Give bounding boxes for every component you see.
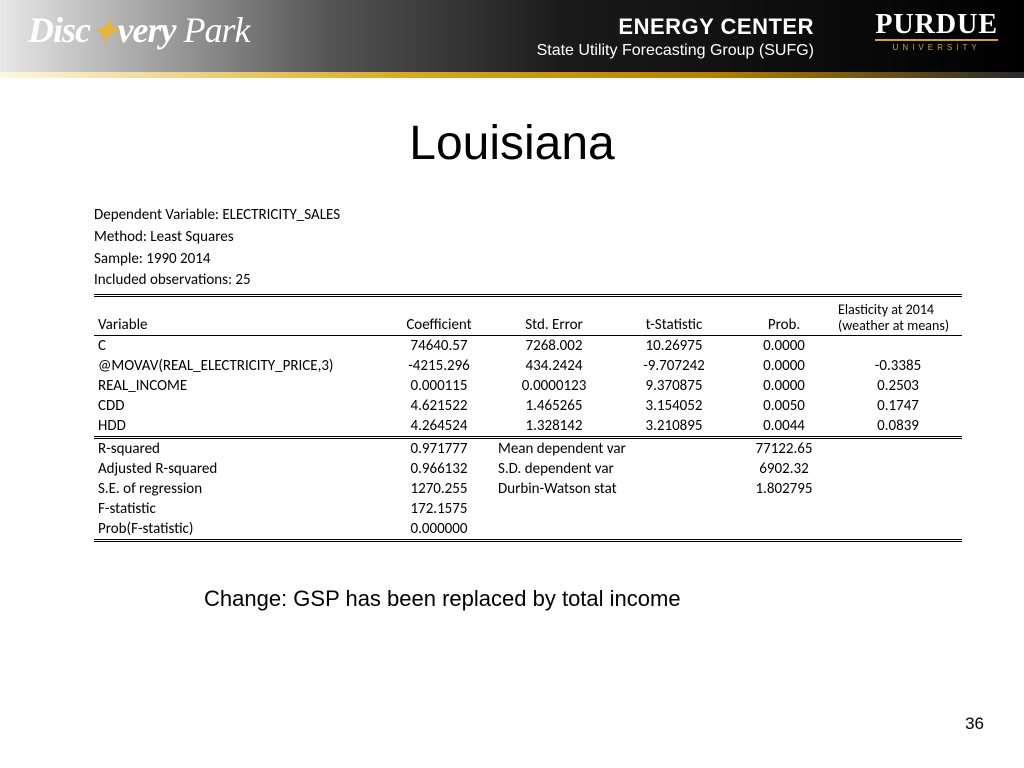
stat-label-right: Durbin-Watson stat [494, 479, 734, 499]
stat-label-right [494, 519, 734, 541]
stat-value-right [734, 499, 834, 519]
regression-meta: Dependent Variable: ELECTRICITY_SALES Me… [94, 205, 962, 297]
logo-text-park: Park [175, 10, 249, 50]
stat-label-left: S.E. of regression [94, 479, 384, 499]
cell-coef: 74640.57 [384, 336, 494, 357]
cell-coef: 4.264524 [384, 416, 494, 438]
energy-center-title: ENERGY CENTER [537, 14, 814, 40]
cell-se: 1.328142 [494, 416, 614, 438]
table-row: Adjusted R-squared0.966132S.D. dependent… [94, 459, 962, 479]
cell-elast: 0.2503 [834, 376, 962, 396]
cell-coef: 0.000115 [384, 376, 494, 396]
stat-value-left: 172.1575 [384, 499, 494, 519]
purdue-subtext: UNIVERSITY [875, 39, 998, 52]
cell-elast: -0.3385 [834, 356, 962, 376]
stat-value-left: 1270.255 [384, 479, 494, 499]
cell-variable: @MOVAV(REAL_ELECTRICITY_PRICE,3) [94, 356, 384, 376]
cell-t: 3.210895 [614, 416, 734, 438]
meta-sample: Sample: 1990 2014 [94, 249, 962, 271]
stat-label-left: Prob(F-statistic) [94, 519, 384, 541]
cell-prob: 0.0000 [734, 356, 834, 376]
cell-prob: 0.0050 [734, 396, 834, 416]
stat-value-right: 77122.65 [734, 438, 834, 460]
table-row: HDD4.2645241.3281423.2108950.00440.0839 [94, 416, 962, 438]
cell-elast: 0.0839 [834, 416, 962, 438]
hdr-elasticity: Elasticity at 2014 (weather at means) [834, 301, 962, 336]
purdue-text: PURDUE [875, 12, 998, 37]
cell-t: 3.154052 [614, 396, 734, 416]
page-number: 36 [965, 714, 984, 734]
cell-variable: HDD [94, 416, 384, 438]
header-center: ENERGY CENTER State Utility Forecasting … [537, 14, 814, 60]
gold-strip [0, 72, 1024, 78]
stat-value-right: 1.802795 [734, 479, 834, 499]
cell-elast: 0.1747 [834, 396, 962, 416]
stat-value-left: 0.971777 [384, 438, 494, 460]
stat-label-left: F-statistic [94, 499, 384, 519]
hdr-prob: Prob. [734, 301, 834, 336]
star-icon: ✦ [90, 14, 118, 51]
logo-text-very: very [118, 10, 176, 50]
stat-label-left: R-squared [94, 438, 384, 460]
slide-title: Louisiana [0, 116, 1024, 171]
meta-depvar: Dependent Variable: ELECTRICITY_SALES [94, 205, 962, 227]
logo-text-disc: Disc [28, 10, 90, 50]
stat-value-right: 6902.32 [734, 459, 834, 479]
energy-center-sub: State Utility Forecasting Group (SUFG) [537, 42, 814, 60]
purdue-logo: PURDUE UNIVERSITY [875, 12, 998, 52]
cell-t: 9.370875 [614, 376, 734, 396]
stat-label-right [494, 499, 734, 519]
table-row: Prob(F-statistic)0.000000 [94, 519, 962, 541]
stat-label-right: S.D. dependent var [494, 459, 734, 479]
hdr-se: Std. Error [494, 301, 614, 336]
table-row: C74640.577268.00210.269750.0000 [94, 336, 962, 357]
regression-table: Variable Coefficient Std. Error t-Statis… [94, 301, 962, 542]
cell-prob: 0.0044 [734, 416, 834, 438]
cell-t: -9.707242 [614, 356, 734, 376]
cell-prob: 0.0000 [734, 376, 834, 396]
table-row: S.E. of regression1270.255Durbin-Watson … [94, 479, 962, 499]
cell-prob: 0.0000 [734, 336, 834, 357]
table-row: REAL_INCOME0.0001150.00001239.3708750.00… [94, 376, 962, 396]
cell-se: 0.0000123 [494, 376, 614, 396]
stat-value-left: 0.000000 [384, 519, 494, 541]
discovery-park-logo: Disc✦very Park [28, 14, 249, 48]
cell-variable: REAL_INCOME [94, 376, 384, 396]
stat-label-right: Mean dependent var [494, 438, 734, 460]
table-row: F-statistic172.1575 [94, 499, 962, 519]
cell-variable: C [94, 336, 384, 357]
content-area: Dependent Variable: ELECTRICITY_SALES Me… [94, 205, 962, 612]
cell-coef: -4215.296 [384, 356, 494, 376]
stat-value-right [734, 519, 834, 541]
hdr-coef: Coefficient [384, 301, 494, 336]
table-row: @MOVAV(REAL_ELECTRICITY_PRICE,3)-4215.29… [94, 356, 962, 376]
meta-obs: Included observations: 25 [94, 270, 962, 297]
meta-method: Method: Least Squares [94, 227, 962, 249]
header-bar: Disc✦very Park ENERGY CENTER State Utili… [0, 0, 1024, 78]
table-row: CDD4.6215221.4652653.1540520.00500.1747 [94, 396, 962, 416]
hdr-variable: Variable [94, 301, 384, 336]
hdr-t: t-Statistic [614, 301, 734, 336]
stat-value-left: 0.966132 [384, 459, 494, 479]
cell-se: 1.465265 [494, 396, 614, 416]
stat-label-left: Adjusted R-squared [94, 459, 384, 479]
cell-variable: CDD [94, 396, 384, 416]
table-header-row: Variable Coefficient Std. Error t-Statis… [94, 301, 962, 336]
table-row: R-squared0.971777Mean dependent var77122… [94, 438, 962, 460]
cell-t: 10.26975 [614, 336, 734, 357]
footer-note: Change: GSP has been replaced by total i… [204, 586, 962, 612]
cell-se: 7268.002 [494, 336, 614, 357]
cell-se: 434.2424 [494, 356, 614, 376]
cell-elast [834, 336, 962, 357]
cell-coef: 4.621522 [384, 396, 494, 416]
